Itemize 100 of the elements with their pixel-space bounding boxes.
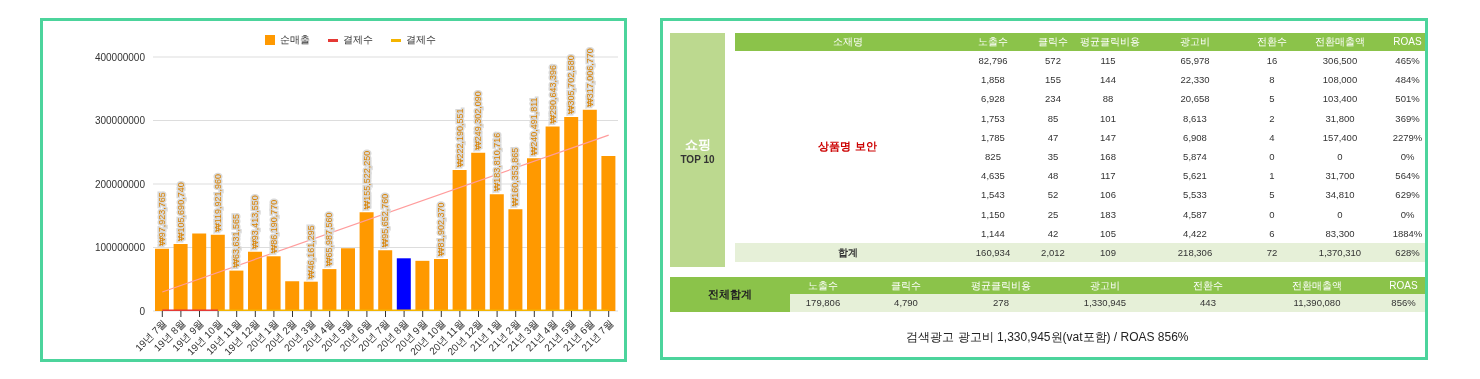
category-label: 전환수 [1192,279,1224,293]
text: 합계 [837,246,858,258]
bar [582,109,597,311]
data-label: ₩93,413,550 [250,195,260,249]
text: 856% [1391,297,1416,308]
text: 306,500 [1322,55,1358,66]
text: 85 [1047,112,1059,124]
text: 572 [1045,55,1061,66]
text: 218,306 [1177,246,1213,258]
data-label: ₩81,902,370 [436,202,446,256]
data-label: ₩317,006,770 [584,48,595,107]
bar [508,209,523,311]
bar [322,269,337,311]
category-label: ROAS [1388,279,1419,293]
text: 상품명 보안 [817,139,878,154]
text: 5,621 [1183,170,1207,182]
text: 369% [1395,112,1420,124]
data-label: ₩65,987,560 [324,212,335,267]
category-label: 노출수 [977,35,1009,49]
text: 82,796 [978,55,1008,66]
bar [192,233,207,311]
bar [564,116,579,311]
text: 83,300 [1325,227,1355,239]
data-label: ₩46,161,295 [305,225,316,279]
text: 0 [1269,150,1275,162]
data-label: ₩240,491,811 [529,97,539,156]
text: 117 [1100,170,1116,182]
text: 1,330,945 [1083,297,1127,308]
text: 1,370,310 [1318,246,1362,258]
text: 147 [1100,131,1116,143]
text: 5 [1269,189,1275,201]
text: 4,587 [1183,208,1207,220]
text: 629% [1395,189,1420,201]
text: 2279% [1392,131,1423,143]
data-label: ₩63,631,565 [231,214,242,268]
category-label: 클릭수 [1037,35,1069,49]
text: 6,908 [1183,131,1207,143]
text: 22,330 [1180,74,1210,86]
text: 1,150 [981,208,1005,220]
bar [229,270,244,311]
text: 108,000 [1322,74,1358,86]
category-label: ROAS [1392,35,1423,49]
legend-label: 결제수 [406,33,436,47]
data-label: ₩305,702,580 [566,55,577,114]
text: 48 [1047,170,1059,182]
bar [545,126,560,311]
bar [359,212,374,311]
text: 16 [1266,55,1278,66]
text: 234 [1045,93,1061,105]
text: 8 [1269,74,1275,86]
text: 2 [1269,112,1275,124]
text: 5,874 [1183,150,1207,162]
bar [285,281,300,311]
bar [248,251,262,311]
y-tick-label: 200000000 [94,178,146,190]
text: 전체합계 [670,277,790,312]
text: 11,390,080 [1293,297,1341,308]
text: 0 [1337,150,1343,162]
bar [415,260,430,311]
text: 278 [993,297,1009,308]
text: 47 [1047,131,1059,143]
category-label: 전환매출액 [1314,35,1366,49]
text: 109 [1100,246,1116,258]
category-label: 노출수 [807,279,839,293]
text: 0 [1337,208,1343,220]
text: 4,635 [981,170,1005,182]
bar [210,234,225,311]
text: 72 [1266,246,1278,258]
text: 157,400 [1322,131,1358,143]
text: 484% [1395,74,1420,86]
category-label: 평균클릭비용 [970,279,1032,293]
bar [527,158,541,311]
bar [396,258,411,311]
category-label: 전환매출액 [1291,279,1343,293]
text: 52 [1047,189,1059,201]
text: 465% [1395,55,1420,66]
y-tick-label: 300000000 [94,115,146,127]
text: 825 [985,150,1001,162]
text: 8,613 [1183,112,1207,124]
bar [471,152,486,311]
text: 1 [1269,170,1275,182]
text: 628% [1395,246,1420,258]
bar [378,250,393,311]
text: 1,753 [981,112,1005,124]
bar [452,169,467,311]
bar [266,256,281,311]
text: 31,700 [1325,170,1355,182]
text: 103,400 [1322,93,1358,105]
text: 검색광고 광고비 1,330,945원(vat포함) / ROAS 856% [905,329,1190,346]
text: 88 [1102,93,1114,105]
text: 144 [1100,74,1116,86]
text: 106 [1100,189,1116,201]
text: 5,533 [1183,189,1207,201]
bar [341,248,355,311]
bar [303,281,318,311]
text: 25 [1047,208,1059,220]
text: 564% [1395,170,1420,182]
text: 2,012 [1041,246,1065,258]
text: 168 [1100,150,1116,162]
data-label: ₩155,522,250 [361,150,372,210]
